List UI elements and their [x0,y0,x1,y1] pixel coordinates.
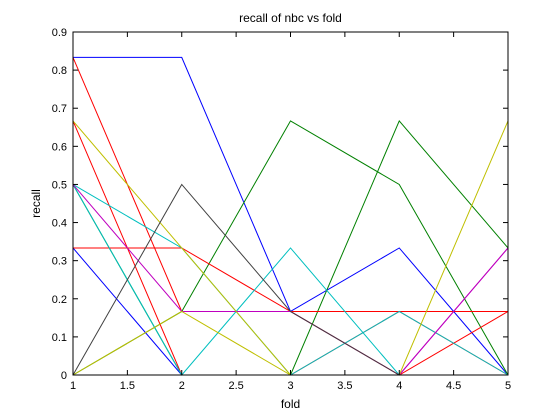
x-tick-label: 2 [179,380,185,392]
x-tick-label: 3.5 [337,380,352,392]
y-tick-label: 0 [61,370,67,382]
y-tick-label: 0.8 [52,65,67,77]
x-tick-label: 4.5 [446,380,461,392]
x-tick-label: 2.5 [228,380,243,392]
x-tick-label: 1.5 [120,380,135,392]
y-tick-label: 0.6 [52,141,67,153]
y-tick-label: 0.9 [52,27,67,39]
plot-area [73,32,508,375]
y-tick-label: 0.3 [52,256,67,268]
x-tick-label: 4 [396,380,402,392]
y-tick-label: 0.1 [52,332,67,344]
y-axis-title: recall [29,189,43,218]
x-tick-label: 5 [505,380,511,392]
y-tick-label: 0.4 [52,218,67,230]
x-axis: 1 1.5 2 2.5 3 3.5 4 4.5 5 [70,32,511,392]
x-tick-label: 3 [287,380,293,392]
y-tick-label: 0.2 [52,294,67,306]
y-tick-label: 0.5 [52,179,67,191]
x-tick-label: 1 [70,380,76,392]
chart-title: recall of nbc vs fold [239,11,342,25]
y-tick-label: 0.7 [52,103,67,115]
y-axis: 0 0.1 0.2 0.3 0.4 0.5 0.6 0.7 0.8 0.9 [52,27,508,382]
x-axis-title: fold [281,397,300,411]
